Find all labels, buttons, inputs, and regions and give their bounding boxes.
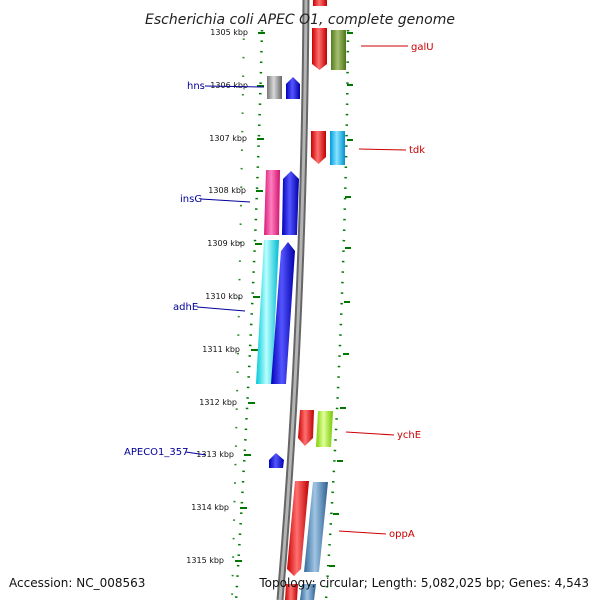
kbp-label: 1307 kbp [209, 134, 247, 143]
gene-label-hns: hns [187, 81, 205, 92]
gene-adhE [271, 242, 295, 384]
gene-bottom-red [285, 584, 298, 600]
map-title: Escherichia coli APEC O1, complete genom… [145, 12, 455, 28]
kbp-label: 1305 kbp [210, 28, 248, 37]
gene-insG [282, 171, 299, 235]
left-tick-marks [235, 32, 265, 562]
gene-oppA-red [287, 481, 309, 576]
kbp-label: 1306 kbp [210, 81, 248, 90]
gene-oppA [304, 482, 328, 572]
gene-ychE-red [298, 410, 314, 446]
kbp-label: 1313 kbp [196, 450, 234, 459]
gene-label-insG: insG [180, 194, 202, 205]
gene-tdk [330, 131, 345, 165]
kbp-label: 1310 kbp [205, 292, 243, 301]
gene-hns [286, 77, 300, 99]
gene-label-APECO1_357: APECO1_357 [124, 447, 189, 458]
gene-label-oppA: oppA [389, 529, 415, 540]
gene-top-red [313, 0, 327, 6]
kbp-label: 1311 kbp [202, 345, 240, 354]
gene-olive [331, 30, 346, 70]
right-gene-labels: galU tdk ychE oppA [338, 42, 434, 540]
kbp-label: 1308 kbp [208, 186, 246, 195]
kbp-label: 1314 kbp [191, 503, 229, 512]
gene-tdk-red [311, 131, 326, 164]
gene-insG-pink [264, 170, 280, 235]
gene-label-ychE: ychE [397, 430, 421, 441]
kbp-label: 1315 kbp [186, 556, 224, 565]
gene-APECO1_357 [269, 453, 284, 468]
kbp-label: 1309 kbp [207, 239, 245, 248]
accession-label: Accession: NC_008563 [9, 576, 145, 590]
left-gene-labels: hns insG adhE APECO1_357 [124, 81, 265, 458]
gene-adhE-cyan [256, 240, 279, 384]
gene-ychE [316, 411, 333, 447]
kbp-label: 1312 kbp [199, 398, 237, 407]
gene-label-tdk: tdk [409, 145, 425, 156]
right-tick-marks [329, 32, 353, 567]
gene-label-adhE: adhE [173, 302, 198, 313]
gene-label-galU: galU [411, 42, 434, 53]
kbp-axis-labels: 1305 kbp 1306 kbp 1307 kbp 1308 kbp 1309… [186, 28, 248, 565]
genome-summary-label: Topology: circular; Length: 5,082,025 bp… [258, 576, 589, 590]
gene-bottom-steel [300, 584, 316, 600]
gene-galU [312, 28, 327, 70]
gene-hns-gray [267, 76, 282, 99]
outer-left-dotted-track [234, 29, 264, 600]
